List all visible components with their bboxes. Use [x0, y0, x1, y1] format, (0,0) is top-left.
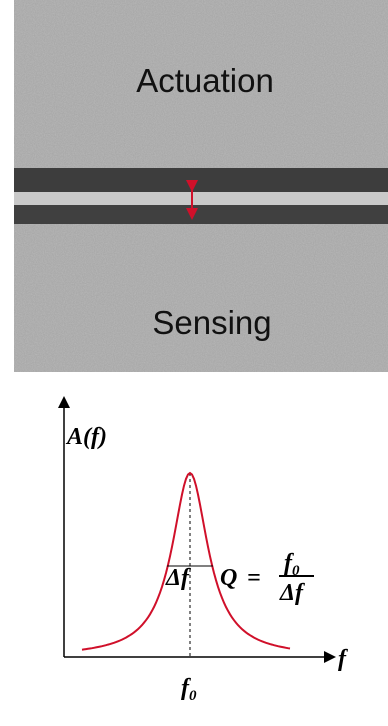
y-label: A(f) — [65, 424, 107, 450]
eq-sign: = — [247, 565, 261, 591]
resonance-curve — [82, 473, 290, 650]
q-equation: Q = f0 Δf — [220, 550, 314, 606]
eq-lhs: Q — [220, 565, 237, 591]
resonance-plot: A(f) f f0 Δf Q = f0 Δf — [64, 402, 348, 704]
width-label: Δf — [165, 565, 191, 591]
eq-numerator: f0 — [284, 550, 300, 579]
x-label: f — [338, 646, 348, 672]
peak-label: f0 — [181, 675, 197, 704]
eq-denominator: Δf — [279, 580, 305, 606]
sem-image: Actuation Sensing — [14, 0, 388, 372]
sensing-label: Sensing — [152, 304, 271, 341]
actuation-label: Actuation — [136, 62, 274, 99]
figure: Actuation Sensing A(f) f f0 Δf Q = f0 Δf — [0, 0, 388, 726]
